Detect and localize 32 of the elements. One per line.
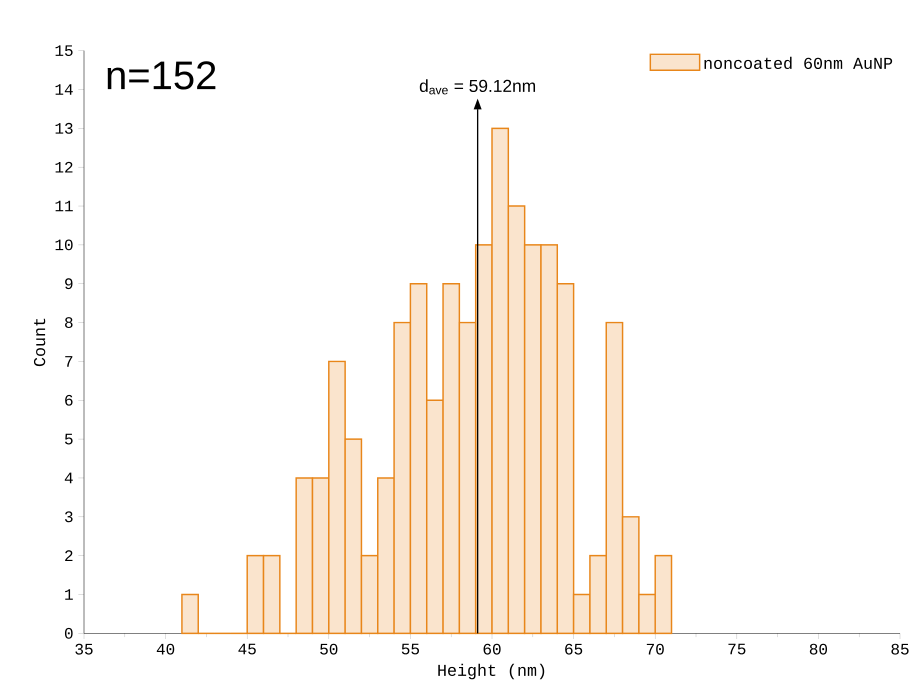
legend-label: noncoated 60nm AuNP bbox=[704, 56, 892, 70]
x-tick-label: 85 bbox=[891, 644, 909, 655]
y-axis-title: Count bbox=[34, 318, 46, 366]
x-tick-label: 35 bbox=[75, 644, 93, 655]
x-tick-label: 80 bbox=[810, 644, 828, 655]
ref-line-label: d$_{ave}$ = 59.12nm bbox=[420, 79, 536, 94]
y-tick-label: 10 bbox=[56, 239, 73, 250]
x-tick-label: 50 bbox=[320, 644, 338, 655]
y-tick-label: 15 bbox=[56, 45, 73, 56]
y-tick-label: 1 bbox=[65, 589, 73, 600]
x-tick-label: 45 bbox=[238, 644, 256, 654]
y-tick-label: 3 bbox=[65, 511, 73, 522]
y-tick-label: 11 bbox=[56, 200, 73, 212]
y-tick-label: 7 bbox=[65, 356, 72, 367]
x-tick-label: 70 bbox=[646, 644, 664, 655]
y-tick-label: 8 bbox=[65, 317, 73, 328]
y-tick-label: 5 bbox=[65, 434, 73, 444]
x-tick-label: 40 bbox=[156, 644, 174, 655]
x-tick-label: 60 bbox=[484, 644, 501, 655]
y-tick-label: 4 bbox=[64, 472, 73, 484]
y-tick-label: 2 bbox=[65, 550, 72, 561]
y-tick-label: 12 bbox=[56, 162, 72, 173]
x-tick-label: 75 bbox=[728, 644, 746, 654]
x-tick-label: 65 bbox=[565, 644, 582, 655]
x-axis-title: Height (nm) bbox=[438, 664, 544, 680]
y-tick-label: 6 bbox=[65, 394, 73, 406]
annotation: n=152 bbox=[108, 61, 216, 90]
y-tick-label: 0 bbox=[64, 628, 73, 639]
y-tick-label: 13 bbox=[56, 122, 73, 134]
x-tick-label: 55 bbox=[402, 644, 419, 654]
y-tick-label: 14 bbox=[56, 84, 73, 95]
y-tick-label: 9 bbox=[65, 278, 72, 290]
